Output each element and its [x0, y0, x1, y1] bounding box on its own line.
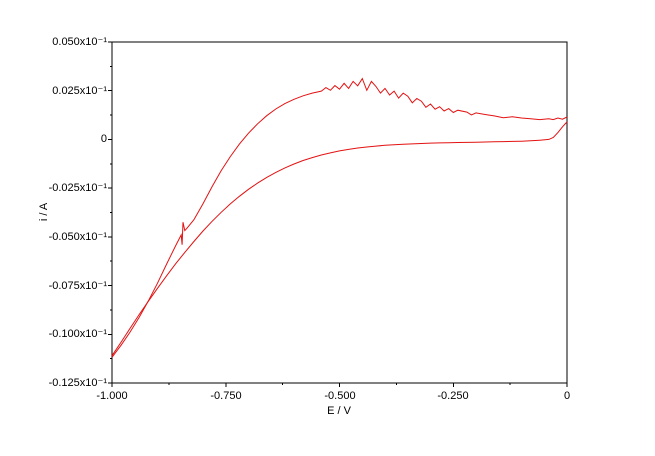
x-axis-title: E / V — [327, 405, 351, 417]
y-tick-label: 0.050x10⁻¹ — [52, 36, 107, 48]
x-tick-label: -1.000 — [96, 390, 128, 402]
y-tick-label: 0 — [100, 133, 107, 145]
x-tick-label: -0.500 — [324, 390, 356, 402]
y-tick-label: -0.100x10⁻¹ — [48, 328, 107, 340]
y-tick-label: -0.075x10⁻¹ — [48, 280, 107, 292]
x-tick-label: 0 — [563, 390, 571, 402]
y-tick-label: -0.050x10⁻¹ — [48, 231, 107, 243]
y-tick-label: -0.125x10⁻¹ — [48, 377, 107, 389]
y-tick-label: -0.025x10⁻¹ — [48, 182, 107, 194]
y-axis-title: i / A — [38, 202, 50, 222]
y-tick-label: 0.025x10⁻¹ — [52, 85, 107, 97]
x-tick-label: -0.750 — [210, 390, 242, 402]
x-tick-label: -0.250 — [437, 390, 469, 402]
